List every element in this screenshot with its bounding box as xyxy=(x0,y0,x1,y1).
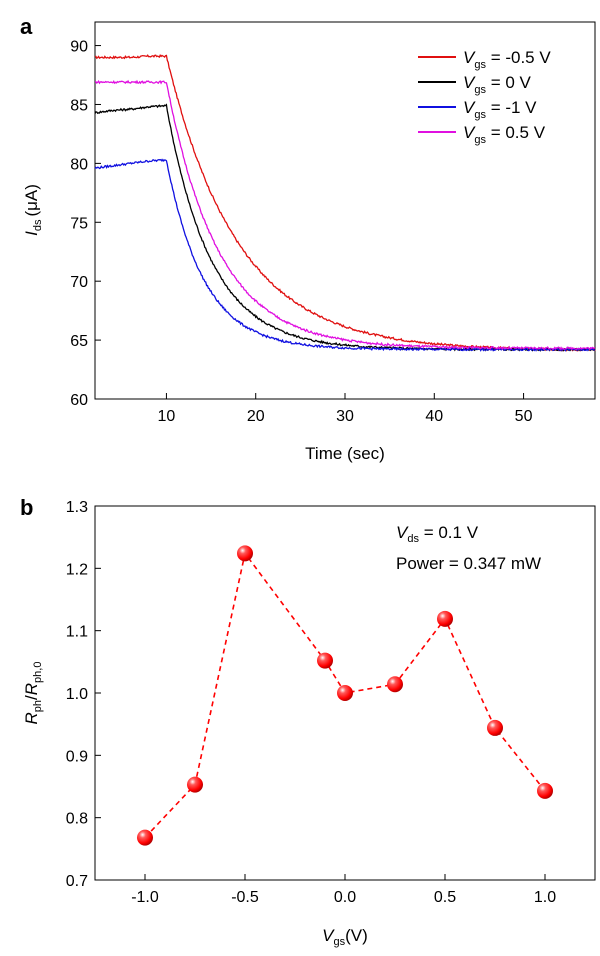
series-line-a-2 xyxy=(94,158,596,352)
legend-text-a-2: = -1 V xyxy=(486,98,537,117)
legend-sub-a-3: gs xyxy=(474,134,486,146)
x-axis-symbol-b: V xyxy=(322,926,335,945)
data-point-b-2 xyxy=(237,545,253,562)
y-tick-label-a: 75 xyxy=(70,215,88,232)
y-tick-label-a: 80 xyxy=(70,156,88,173)
data-point-b-5 xyxy=(387,676,403,693)
legend-label-a-2: Vgs = -1 V xyxy=(463,98,537,121)
x-tick-label-a: 10 xyxy=(158,408,176,425)
annotation-vds-text: = 0.1 V xyxy=(419,523,479,542)
data-point-b-6 xyxy=(437,610,453,627)
legend-symbol-a-3: V xyxy=(463,123,476,142)
x-tick-label-a: 50 xyxy=(515,408,533,425)
data-point-b-8 xyxy=(537,782,553,799)
data-point-b-3 xyxy=(317,652,333,669)
data-point-b-7 xyxy=(487,719,503,736)
y-axis-title-a: Ids (μA) xyxy=(22,184,44,236)
x-axis-title-a: Time (sec) xyxy=(305,444,385,463)
y-tick-label-a: 65 xyxy=(70,333,88,350)
data-point-b-0 xyxy=(137,829,153,846)
x-tick-label-b: -1.0 xyxy=(131,889,159,906)
y-tick-label-b: 0.9 xyxy=(66,748,88,765)
legend-text-a-3: = 0.5 V xyxy=(486,123,546,142)
legend-label-a-0: Vgs = -0.5 V xyxy=(463,48,551,71)
panel-label-b: b xyxy=(20,495,33,520)
legend-label-a-1: Vgs = 0 V xyxy=(463,73,532,96)
y-tick-label-b: 1.3 xyxy=(66,499,88,516)
y-tick-label-b: 0.7 xyxy=(66,873,88,890)
legend-symbol-a-1: V xyxy=(463,73,476,92)
x-axis-unit-b: (V) xyxy=(345,926,368,945)
y-tick-label-a: 85 xyxy=(70,97,88,114)
x-ticks-a: 10 20 30 40 50 xyxy=(158,393,533,425)
y-axis-slash-b: / xyxy=(22,695,41,700)
series-line-a-1 xyxy=(94,103,596,352)
y-ticks-b: 0.7 0.8 0.9 1.0 1.1 1.2 1.3 xyxy=(66,499,101,890)
y-axis-unit-a: (μA) xyxy=(22,184,41,216)
y-tick-label-b: 1.2 xyxy=(66,561,88,578)
y-axis-sub-a: ds xyxy=(32,219,44,231)
y-ticks-a: 60 65 70 75 80 85 90 xyxy=(70,39,101,409)
y-tick-label-a: 90 xyxy=(70,39,88,56)
x-tick-label-a: 30 xyxy=(336,408,354,425)
legend-sub-a-2: gs xyxy=(474,109,486,121)
y-axis-symbol-a: I xyxy=(22,231,41,236)
x-ticks-b: -1.0 -0.5 0.0 0.5 1.0 xyxy=(131,874,556,906)
y-axis-title-b: Rph/Rph,0 xyxy=(22,662,44,725)
chart-a: a 10 20 30 40 50 60 65 70 75 80 85 90 Time (sec) I… xyxy=(20,14,596,463)
x-tick-label-b: -0.5 xyxy=(231,889,259,906)
y-tick-label-b: 1.1 xyxy=(66,624,88,641)
y-axis-symbol1-b: R xyxy=(22,712,41,724)
y-tick-label-a: 70 xyxy=(70,274,88,291)
x-tick-label-b: 0.5 xyxy=(434,889,456,906)
legend-sub-a-1: gs xyxy=(474,84,486,96)
x-tick-label-b: 0.0 xyxy=(334,889,356,906)
y-axis-symbol2-b: R xyxy=(22,683,41,695)
legend-symbol-a-2: V xyxy=(463,98,476,117)
y-axis-sub2-b: ph,0 xyxy=(32,662,44,683)
x-tick-label-a: 40 xyxy=(425,408,443,425)
series-lines-a xyxy=(94,53,596,352)
x-axis-sub-b: gs xyxy=(334,936,346,948)
annotation-power: Power = 0.347 mW xyxy=(396,554,541,573)
data-point-b-1 xyxy=(187,776,203,793)
series-b xyxy=(137,545,553,846)
x-tick-label-b: 1.0 xyxy=(534,889,556,906)
legend-symbol-a-0: V xyxy=(463,48,476,67)
annotation-vds-symbol: V xyxy=(396,523,409,542)
legend-label-a-3: Vgs = 0.5 V xyxy=(463,123,546,146)
legend-text-a-1: = 0 V xyxy=(486,73,532,92)
panel-label-a: a xyxy=(20,14,33,39)
data-point-b-4 xyxy=(337,685,353,701)
legend-text-a-0: = -0.5 V xyxy=(486,48,551,67)
series-line-a-3 xyxy=(94,79,596,351)
legend-sub-a-0: gs xyxy=(474,59,486,71)
annotation-vds: Vds = 0.1 V xyxy=(396,523,479,545)
y-tick-label-b: 1.0 xyxy=(66,686,88,703)
y-axis-sub1-b: ph xyxy=(32,700,44,712)
annotation-vds-sub: ds xyxy=(407,533,419,545)
y-tick-label-a: 60 xyxy=(70,392,88,409)
x-tick-label-a: 20 xyxy=(247,408,265,425)
y-tick-label-b: 0.8 xyxy=(66,811,88,828)
chart-b: b -1.0 -0.5 0.0 0.5 1.0 0.7 0.8 0.9 1.0 1.1 1.2 1.… xyxy=(20,495,596,948)
x-axis-title-b: Vgs(V) xyxy=(322,926,368,948)
